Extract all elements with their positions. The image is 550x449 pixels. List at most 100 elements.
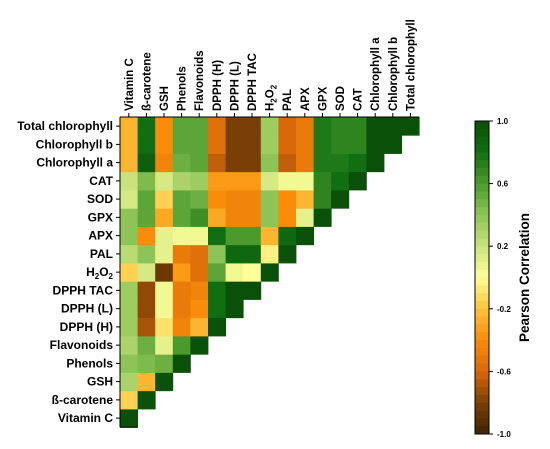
heatmap-cell: H2O2 / H2O2: 1 bbox=[260, 263, 279, 282]
heatmap-cell: DPPH TAC / DPPH (H): 0.8 bbox=[208, 281, 226, 300]
heatmap-cell: Total chlorophyll / GSH: -0.4 bbox=[155, 117, 174, 136]
column-label-chlorophyll-b: Chlorophyll b bbox=[388, 37, 400, 111]
heatmap-cell: Total chlorophyll / Chlorophyll a: 1 bbox=[366, 117, 385, 136]
heatmap-cell: Chlorophyll a / DPPH (H): -0.65 bbox=[208, 153, 226, 173]
heatmap-cell: APX / Flavonoids: 0.05 bbox=[190, 226, 209, 246]
colorbar-segment bbox=[475, 277, 489, 286]
heatmap-cell: H2O2 / DPPH (L): 0.05 bbox=[225, 263, 244, 282]
column-label-pal: PAL bbox=[282, 89, 294, 111]
heatmap-cell: SOD / GPX: 0.7 bbox=[313, 190, 332, 209]
heatmap-cell: Chlorophyll a / Chlorophyll a: 1 bbox=[366, 153, 385, 173]
heatmap-cell: DPPH (H) / Phenols: -0.45 bbox=[172, 317, 191, 337]
heatmap-cell: Chlorophyll b / GPX: 0.75 bbox=[313, 135, 332, 154]
heatmap-cell: DPPH (H) / DPPH (H): 1 bbox=[208, 317, 226, 337]
heatmap-cell: SOD / DPPH (L): -0.45 bbox=[225, 190, 244, 209]
colorbar-segment bbox=[475, 285, 489, 294]
heatmap-cell: Chlorophyll a / GSH: -0.45 bbox=[155, 153, 174, 173]
colorbar-segment bbox=[475, 387, 489, 396]
heatmap-cell: ß-carotene / Vitamin C: -0.15 bbox=[120, 390, 138, 410]
heatmap-cell: SOD / APX: -0.25 bbox=[296, 190, 314, 209]
heatmap-cell: DPPH (L) / DPPH (H): 0.8 bbox=[208, 299, 226, 319]
colorbar-tick-label: 0.2 bbox=[497, 242, 509, 251]
heatmap-cell: GPX / DPPH (H): -0.3 bbox=[208, 208, 226, 227]
heatmap-cell: H2O2 / DPPH TAC: 0 bbox=[243, 263, 262, 282]
heatmap-cell: Chlorophyll b / DPPH (H): -0.55 bbox=[208, 135, 226, 154]
heatmap-cell: CAT / Vitamin C: 0.2 bbox=[120, 171, 138, 191]
heatmap-cell: GSH / ß-carotene: -0.25 bbox=[137, 372, 156, 392]
heatmap-cell: SOD / ß-carotene: 0.55 bbox=[137, 190, 156, 209]
heatmap-cell: Chlorophyll b / Chlorophyll b: 1 bbox=[384, 135, 402, 154]
colorbar-segment bbox=[475, 160, 489, 169]
heatmap-cell: CAT / PAL: 0.05 bbox=[278, 171, 297, 191]
colorbar-segment bbox=[475, 300, 489, 310]
heatmap-cell: SOD / GSH: -0.15 bbox=[155, 190, 174, 209]
colorbar-segment bbox=[475, 355, 489, 364]
heatmap-cell: CAT / CAT: 1 bbox=[348, 171, 367, 191]
heatmap-cell: Chlorophyll a / SOD: 0.75 bbox=[331, 153, 350, 173]
colorbar-label: Pearson Correlation bbox=[517, 213, 532, 342]
colorbar-segment bbox=[475, 308, 489, 318]
heatmap-cell: ß-carotene / ß-carotene: 1 bbox=[137, 390, 156, 410]
heatmap-cell: Flavonoids / ß-carotene: 0.5 bbox=[137, 336, 156, 355]
heatmap-cell: Chlorophyll a / H2O2: 0.4 bbox=[260, 153, 279, 173]
heatmap-cell: PAL / Phenols: -0.5 bbox=[172, 244, 191, 264]
heatmap-cell: Total chlorophyll / GPX: 0.75 bbox=[313, 117, 332, 136]
column-label-dpph-l: DPPH (L) bbox=[229, 61, 241, 111]
row-label-chlorophyll-b: Chlorophyll b bbox=[36, 137, 113, 151]
colorbar-segment bbox=[475, 167, 489, 177]
heatmap-cell: H2O2 / Phenols: -0.35 bbox=[172, 263, 191, 282]
heatmap-cell: Total chlorophyll / SOD: 0.7 bbox=[331, 117, 350, 136]
colorbar-segment bbox=[475, 183, 489, 192]
colorbar-segment bbox=[475, 394, 489, 404]
heatmap-cell: Flavonoids / GSH: 0.1 bbox=[155, 336, 174, 355]
heatmap-cell: H2O2 / Vitamin C: -0.15 bbox=[120, 263, 138, 282]
heatmap-cell: Chlorophyll b / Phenols: 0.55 bbox=[172, 135, 191, 154]
row-label-sod: SOD bbox=[87, 192, 113, 206]
heatmap-cell: H2O2 / Flavonoids: -0.55 bbox=[190, 263, 209, 282]
column-label-phenols: Phenols bbox=[177, 66, 189, 111]
colorbar-segment bbox=[475, 371, 489, 380]
colorbar-segment bbox=[475, 199, 489, 208]
row-label-total-chlorophyll: Total chlorophyll bbox=[17, 119, 113, 133]
heatmap-cell: Total chlorophyll / DPPH (H): -0.55 bbox=[208, 117, 226, 136]
heatmap-cell: CAT / ß-carotene: 0.45 bbox=[137, 171, 156, 191]
heatmap-cell: SOD / Phenols: 0.55 bbox=[172, 190, 191, 209]
colorbar-border bbox=[474, 120, 490, 435]
heatmap-cell: Chlorophyll a / Phenols: 0.5 bbox=[172, 153, 191, 173]
row-labels: Vitamin C ß-carotene GSH Phenols Flavonoids D… bbox=[17, 119, 120, 425]
heatmap-cell: DPPH TAC / Phenols: -0.5 bbox=[172, 281, 191, 300]
row-label-dpph-tac: DPPH TAC bbox=[53, 283, 114, 297]
heatmap-cell: Chlorophyll a / APX: -0.5 bbox=[296, 153, 314, 173]
column-labels: Vitamin C ß-carotene GSH Phenols Flavonoids D… bbox=[124, 19, 417, 117]
heatmap-cell: SOD / DPPH (H): -0.4 bbox=[208, 190, 226, 209]
heatmap-cell: Chlorophyll b / H2O2: 0.35 bbox=[260, 135, 279, 154]
heatmap-cell: PAL / DPPH (L): 0.85 bbox=[225, 244, 244, 264]
heatmap-cell: H2O2 / DPPH (H): 0.55 bbox=[208, 263, 226, 282]
colorbar-segment bbox=[475, 402, 489, 411]
heatmap-cell: SOD / SOD: 1 bbox=[331, 190, 350, 209]
heatmap-cell: APX / PAL: 0.85 bbox=[278, 226, 297, 246]
heatmap-cell: CAT / H2O2: 0.15 bbox=[260, 171, 279, 191]
colorbar-tick-label: 1.0 bbox=[497, 117, 509, 126]
heatmap-cell: Chlorophyll b / SOD: 0.7 bbox=[331, 135, 350, 154]
heatmap-cell: DPPH (H) / Flavonoids: -0.25 bbox=[190, 317, 209, 337]
heatmap-cell: DPPH (H) / ß-carotene: -0.7 bbox=[137, 317, 156, 337]
heatmap-cell: APX / DPPH TAC: 0.6 bbox=[243, 226, 262, 246]
colorbar-segment bbox=[475, 316, 489, 325]
heatmap-cell: PAL / Vitamin C: 0.25 bbox=[120, 244, 138, 264]
heatmap-cell: CAT / DPPH TAC: -0.35 bbox=[243, 171, 262, 191]
heatmap-cell: Phenols / ß-carotene: 0.45 bbox=[137, 354, 156, 373]
column-label-carotene: ß-carotene bbox=[141, 52, 153, 111]
heatmap-cell: CAT / Phenols: 0.3 bbox=[172, 171, 191, 191]
colorbar-segment bbox=[475, 347, 489, 357]
heatmap-cell: DPPH (L) / Vitamin C: 0.35 bbox=[120, 299, 138, 319]
heatmap-cell: Chlorophyll a / Vitamin C: -0.25 bbox=[120, 153, 138, 173]
colorbar-tick-label: -0.2 bbox=[497, 305, 511, 314]
heatmap-cell: Chlorophyll b / ß-carotene: 0.8 bbox=[137, 135, 156, 154]
heatmap-cell: Total chlorophyll / DPPH (L): -0.8 bbox=[225, 117, 244, 136]
heatmap-cell: GPX / H2O2: 0.4 bbox=[260, 208, 279, 227]
colorbar-tick-label: 0.6 bbox=[497, 180, 509, 189]
heatmap-cell: Total chlorophyll / ß-carotene: 0.8 bbox=[137, 117, 156, 136]
column-label-gsh: GSH bbox=[159, 86, 171, 111]
